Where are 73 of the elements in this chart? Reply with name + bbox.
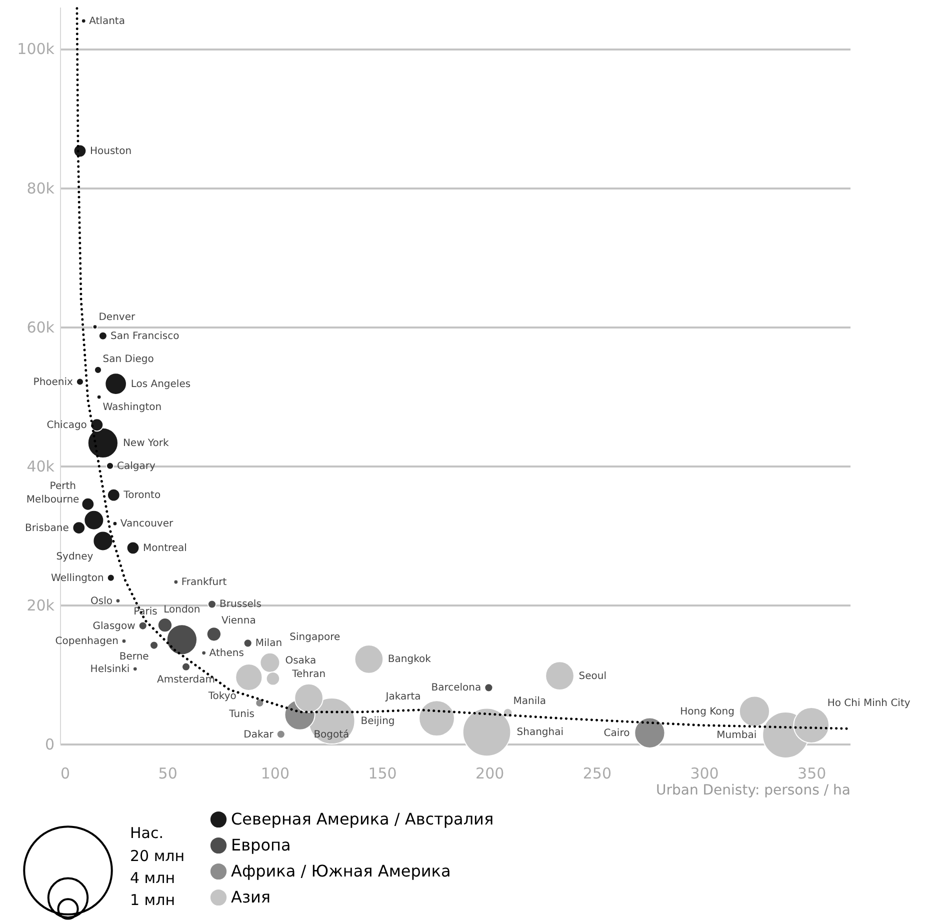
- annotation: Vienna: [222, 616, 256, 627]
- annotation: Shanghai: [516, 727, 564, 738]
- annotation: Amsterdam: [157, 674, 216, 686]
- annotation: Frankfurt: [181, 577, 227, 588]
- legend-label: Азия: [231, 888, 270, 906]
- annotation: Perth: [50, 481, 76, 492]
- annotation: Washington: [102, 402, 162, 413]
- y-tick-label: 80k: [26, 179, 55, 198]
- annotation: Wellington: [51, 572, 104, 584]
- annotation: Glasgow: [92, 620, 136, 632]
- legend-label: Африка / Южная Америка: [231, 862, 451, 880]
- annotation: Houston: [90, 146, 132, 157]
- annotation: San Francisco: [110, 330, 180, 342]
- legend-label: 1 млн: [130, 891, 176, 909]
- annotation: Berne: [119, 651, 149, 662]
- annotation: London: [164, 604, 200, 616]
- annotation: Seoul: [578, 670, 606, 682]
- annotation: Calgary: [117, 460, 156, 472]
- annotation: Helsinki: [90, 664, 130, 675]
- annotation: Atlanta: [89, 16, 125, 27]
- annotation: Singapore: [290, 632, 340, 643]
- x-axis-title: Urban Denisty: persons / ha: [656, 782, 850, 798]
- y-tick-label: 0: [44, 736, 54, 754]
- annotation: Barcelona: [431, 682, 482, 694]
- annotation: Sydney: [56, 552, 94, 563]
- annotation: Bogotá: [314, 730, 350, 741]
- annotation: Bangkok: [388, 654, 432, 666]
- annotation: San Diego: [102, 354, 154, 366]
- annotation: Brisbane: [24, 522, 69, 534]
- annotation: Tehran: [291, 669, 326, 680]
- x-tick-label: 100: [260, 764, 290, 782]
- annotation: Brussels: [220, 599, 262, 610]
- annotation: Tokyo: [207, 690, 236, 702]
- legend-label: Северная Америка / Австралия: [231, 810, 494, 828]
- x-tick-label: 150: [368, 764, 397, 782]
- y-tick-label: 100k: [17, 40, 55, 58]
- annotation: Mumbai: [716, 730, 757, 741]
- legend-label: Европа: [231, 836, 291, 854]
- annotation: Athens: [209, 648, 244, 659]
- annotation: Vancouver: [120, 518, 174, 530]
- annotation: Oslo: [90, 596, 112, 607]
- annotation: Beijing: [360, 716, 395, 728]
- y-tick-label: 60k: [26, 318, 55, 336]
- y-tick-label: 20k: [26, 596, 55, 614]
- annotation: Copenhagen: [55, 636, 118, 648]
- x-tick-label: 300: [690, 764, 719, 782]
- annotation: Jakarta: [384, 691, 421, 702]
- annotation: Paris: [134, 606, 158, 618]
- annotation: Los Angeles: [130, 378, 191, 390]
- x-tick-label: 250: [582, 764, 612, 782]
- x-tick-label: 200: [476, 764, 504, 782]
- annotation: Denver: [98, 312, 136, 324]
- annotation: Phoenix: [33, 376, 74, 388]
- x-tick-label: 50: [158, 764, 178, 782]
- annotation: Hong Kong: [680, 706, 734, 718]
- annotation: Osaka: [285, 655, 316, 666]
- annotation: Chicago: [46, 420, 87, 431]
- x-tick-label: 350: [798, 764, 826, 782]
- annotation: Dakar: [244, 729, 274, 740]
- legend-label: 4 млн: [130, 869, 176, 887]
- annotation: Manila: [513, 696, 546, 708]
- annotation: Tunis: [228, 709, 254, 720]
- annotation: Milan: [255, 638, 282, 650]
- y-tick-label: 40k: [26, 457, 55, 476]
- annotation: Ho Chi Minh City: [827, 698, 910, 710]
- x-tick-label: 0: [60, 764, 70, 782]
- annotation: Montreal: [142, 542, 187, 554]
- legend-label: 20 млн: [130, 847, 185, 865]
- legend-title: Нас.: [130, 824, 164, 842]
- annotation: Cairo: [604, 728, 630, 739]
- annotation: Melbourne: [26, 494, 80, 506]
- annotation: New York: [122, 438, 169, 449]
- annotation: Toronto: [122, 490, 161, 502]
